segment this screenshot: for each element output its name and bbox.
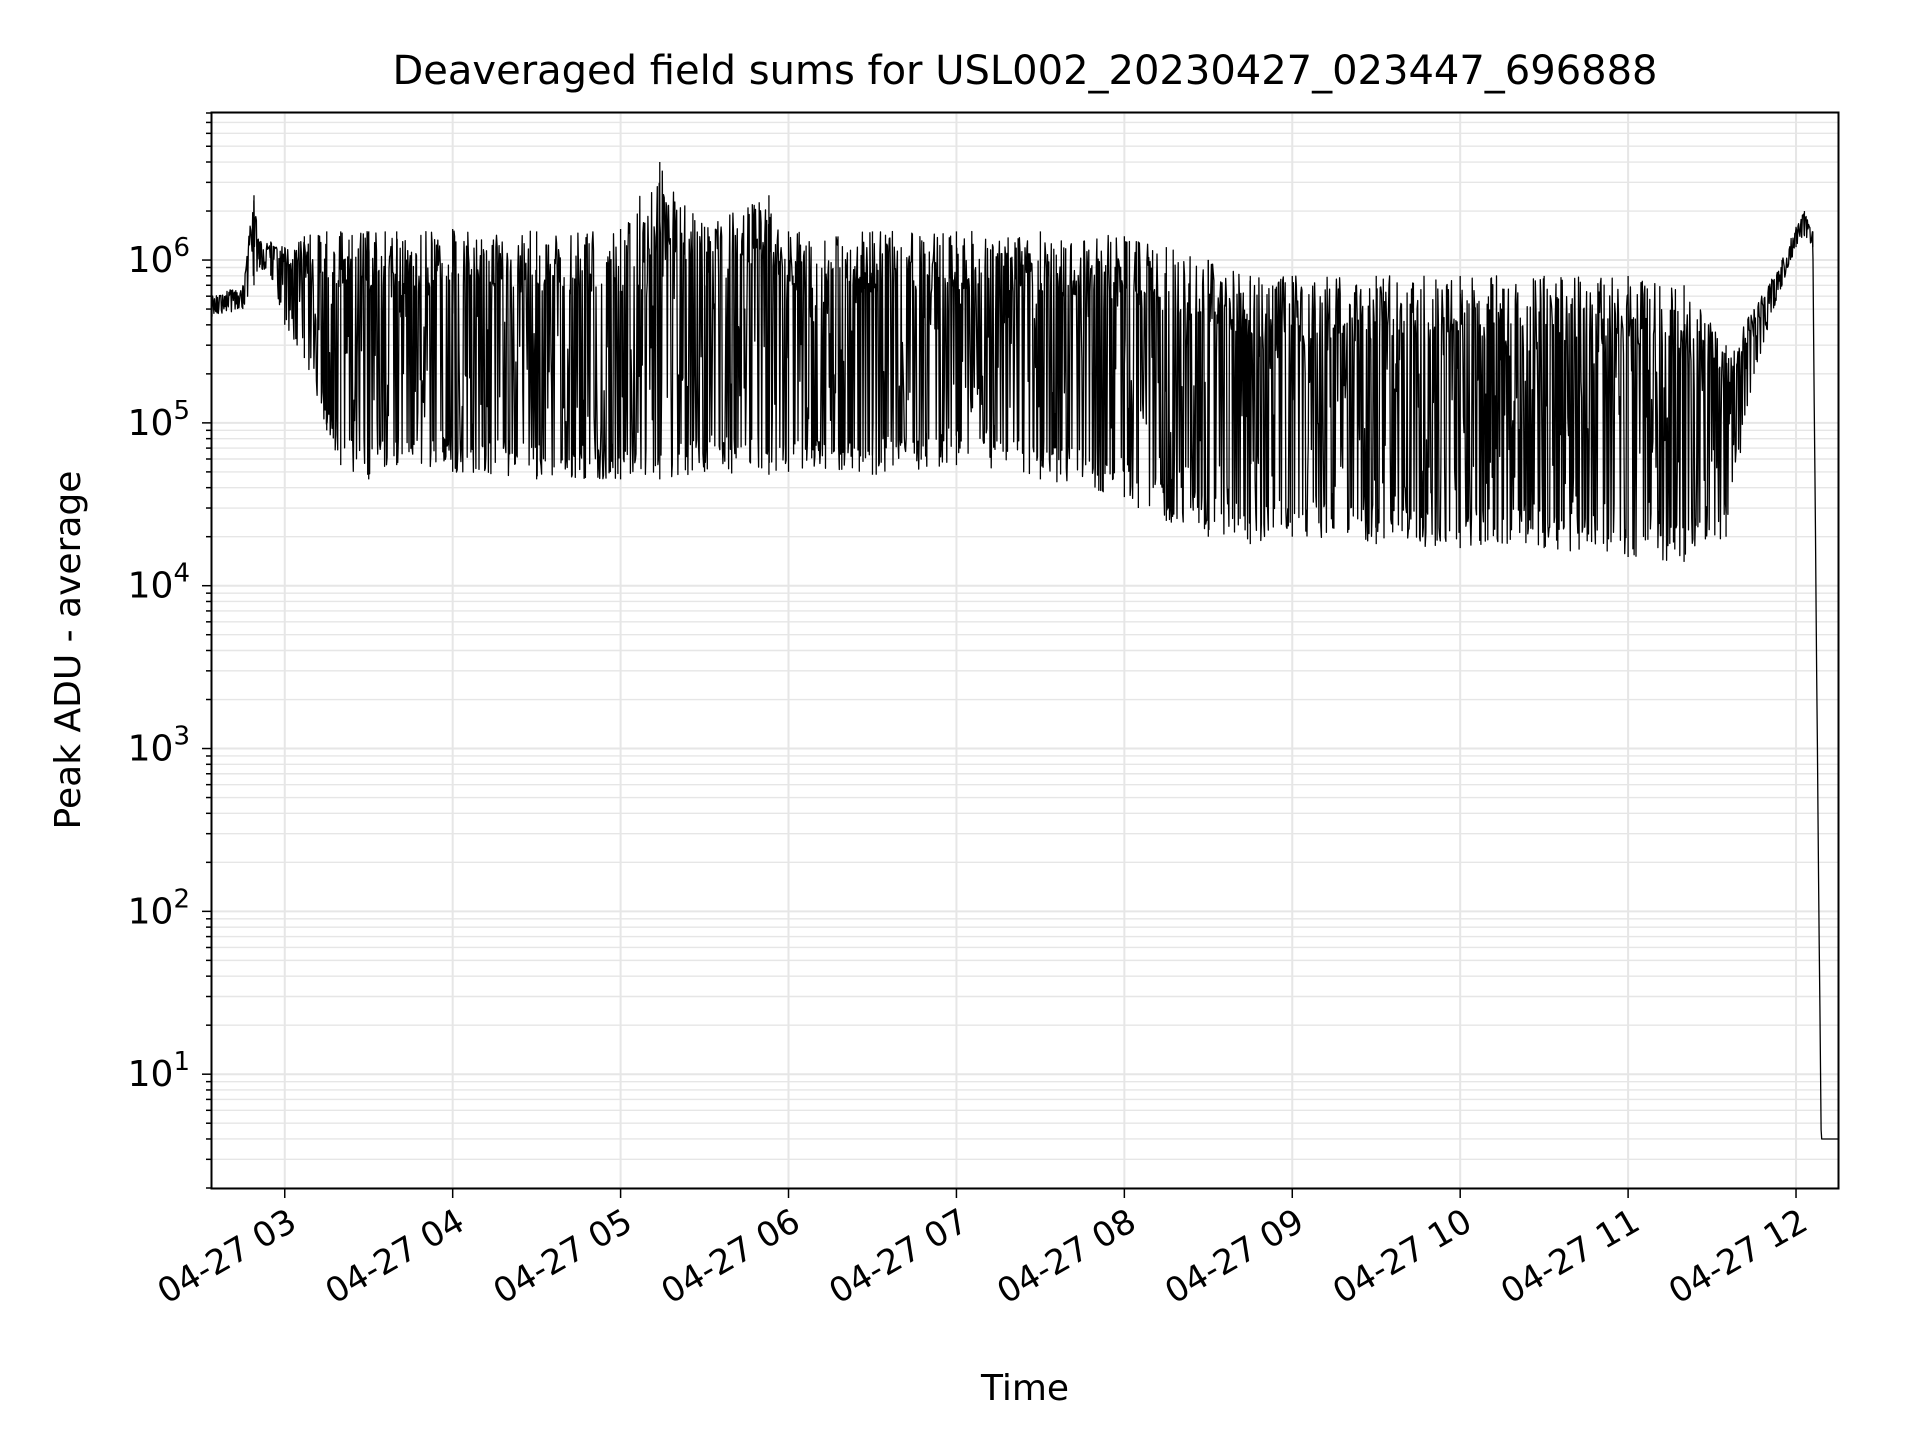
chart-title: Deaveraged field sums for USL002_2023042… [393,48,1658,94]
y-tick-label: 101 [128,1047,190,1095]
x-tick-label: 04-27 08 [990,1201,1142,1312]
x-tick-label: 04-27 12 [1662,1201,1814,1312]
y-tick-label: 102 [128,884,190,932]
series-path [211,170,1839,1140]
y-axis-label: Peak ADU - average [48,471,89,830]
x-tick-label: 04-27 09 [1158,1201,1310,1312]
x-tick-label: 04-27 06 [655,1201,807,1312]
series-line [211,162,1839,1140]
x-tick-label: 04-27 11 [1494,1201,1646,1312]
y-tick-label: 103 [128,722,190,770]
x-tick-label: 04-27 03 [151,1201,303,1312]
x-tick-label: 04-27 05 [487,1201,639,1312]
y-tick-label: 105 [128,396,190,444]
x-tick-label: 04-27 04 [319,1201,471,1312]
y-tick-label: 104 [128,559,190,607]
x-tick-label: 04-27 10 [1326,1201,1478,1312]
x-tick-label: 04-27 07 [823,1201,975,1312]
x-axis-label: Time [980,1368,1069,1409]
y-tick-label: 106 [128,233,190,281]
